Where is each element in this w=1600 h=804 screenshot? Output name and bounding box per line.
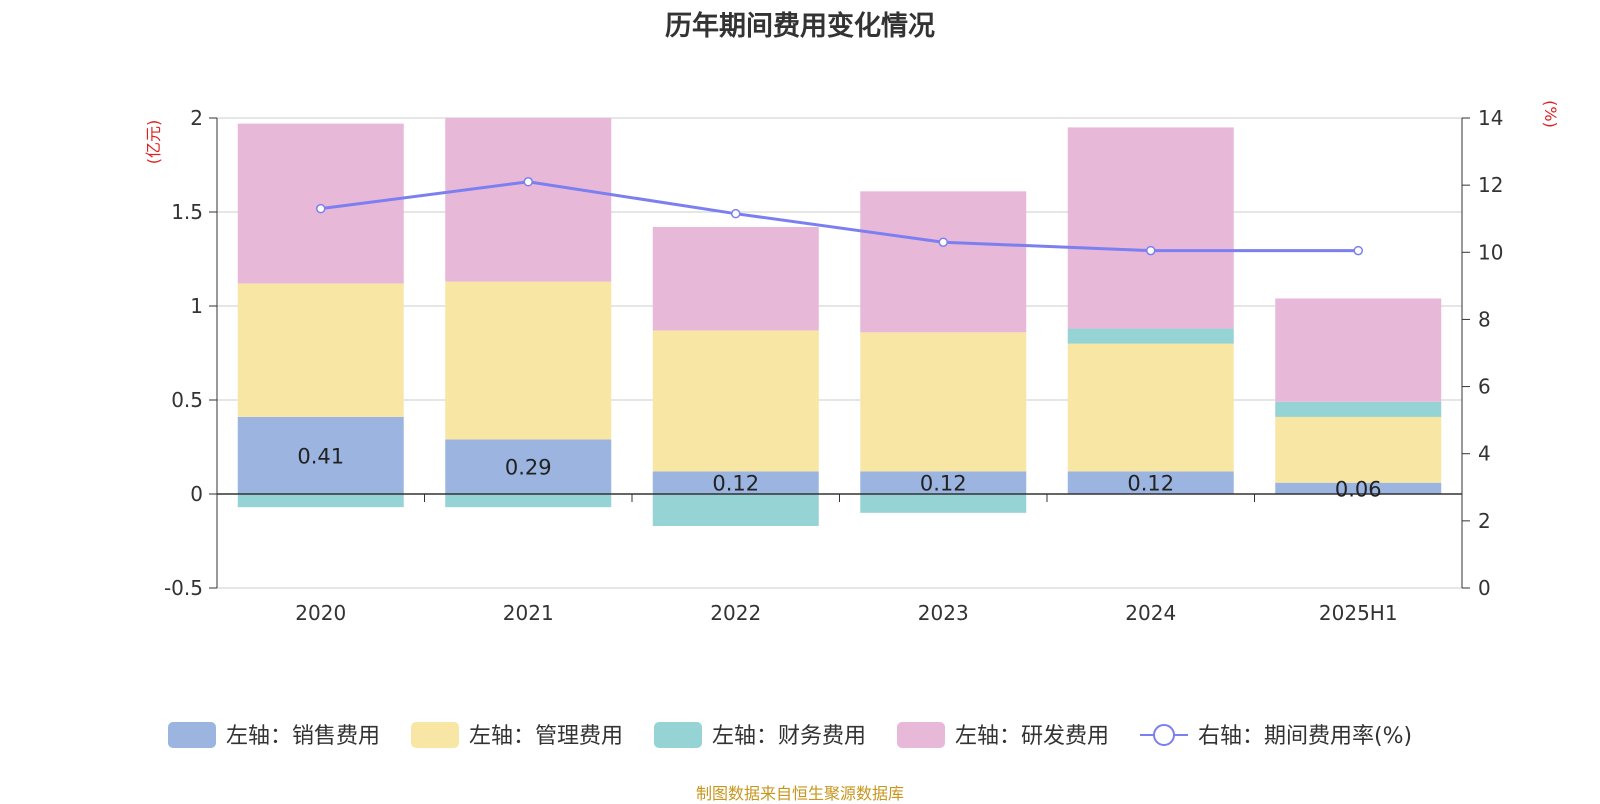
bar-2022-s1 — [652, 330, 819, 472]
rate-line — [320, 180, 1359, 253]
legend-item: 左轴：研发费用 — [897, 722, 1109, 749]
rate-point — [523, 177, 533, 187]
legend-label: 左轴：财务费用 — [712, 724, 866, 749]
bar-2021-s3 — [445, 118, 612, 282]
rate-point — [1353, 245, 1363, 256]
left-axis-tick-label: 2 — [190, 106, 203, 130]
grid-lines — [217, 117, 1462, 589]
left-axis-tick-label: 1 — [190, 294, 203, 318]
bar-2025H1-s0 — [1275, 482, 1442, 494]
bar-2023-s3 — [860, 191, 1027, 333]
bar-2024-s0 — [1067, 471, 1234, 494]
x-axis-tick-label: 2025H1 — [1319, 601, 1398, 625]
x-axis-tick-label: 2023 — [918, 601, 969, 625]
right-axis-unit: (%) — [1541, 100, 1560, 128]
legend-swatch — [411, 722, 459, 748]
bar-2025H1-s1 — [1275, 416, 1442, 483]
bar-data-label: 0.06 — [1335, 477, 1382, 501]
rate-point — [316, 203, 326, 214]
bar-2024-s2 — [1067, 328, 1234, 344]
left-axis-tick-label: 0.5 — [171, 388, 203, 412]
legend-swatch — [897, 722, 945, 748]
bar-2023-s0 — [860, 471, 1027, 494]
data-source-note: 制图数据来自恒生聚源数据库 — [695, 784, 904, 803]
legend-item: 左轴：财务费用 — [654, 722, 866, 749]
legend-swatch — [654, 722, 702, 748]
chart-title: 历年期间费用变化情况 — [665, 11, 935, 42]
left-axis-tick-label: 0 — [190, 482, 203, 506]
bar-data-label: 0.12 — [1127, 472, 1174, 496]
right-axis-tick-label: 12 — [1478, 173, 1503, 197]
bar-2024-s1 — [1067, 343, 1234, 472]
legend-marker — [1153, 724, 1175, 746]
bar-data-label: 0.41 — [297, 444, 344, 468]
right-axis-tick-label: 2 — [1478, 509, 1491, 533]
legend-label: 左轴：销售费用 — [226, 724, 380, 749]
bar-2020-s2 — [237, 494, 404, 508]
bar-2025H1-s3 — [1275, 298, 1442, 402]
right-axis-tick-label: 0 — [1478, 576, 1491, 600]
legend: 左轴：销售费用 左轴：管理费用 左轴：财务费用 左轴：研发费用 右轴：期间费用率(%) — [168, 722, 1412, 749]
right-axis-tick-label: 6 — [1478, 375, 1491, 399]
legend-item: 左轴：管理费用 — [411, 722, 623, 749]
legend-label: 左轴：研发费用 — [955, 724, 1109, 749]
legend-item: 左轴：销售费用 — [168, 722, 380, 749]
bar-2021-s1 — [445, 281, 612, 440]
bar-data-label: 0.29 — [505, 456, 552, 480]
right-axis-tick-label: 10 — [1478, 240, 1503, 264]
bar-2022-s2 — [652, 494, 819, 526]
x-axis-tick-label: 2020 — [295, 601, 346, 625]
rate-point — [1146, 245, 1156, 256]
bar-series — [237, 118, 1442, 526]
data-labels: 0.41 0.29 0.12 0.12 0.12 0.06 — [297, 444, 1381, 501]
bar-data-label: 0.12 — [920, 472, 967, 496]
bar-2023-s2 — [860, 494, 1027, 513]
bar-data-label: 0.12 — [712, 472, 759, 496]
left-axis-tick-label: -0.5 — [164, 576, 203, 600]
bar-2024-s3 — [1067, 127, 1234, 329]
bar-2023-s1 — [860, 332, 1027, 472]
legend-swatch — [168, 722, 216, 748]
left-axis-tick-label: 1.5 — [171, 200, 203, 224]
right-axis-tick-label: 8 — [1478, 307, 1491, 331]
legend-label: 左轴：管理费用 — [469, 724, 623, 749]
rate-point — [938, 237, 948, 247]
bar-2021-s2 — [445, 494, 612, 508]
bar-2020-s3 — [237, 123, 404, 284]
right-axis-tick-label: 14 — [1478, 106, 1503, 130]
legend-label: 右轴：期间费用率(%) — [1198, 724, 1412, 749]
x-axis-tick-label: 2024 — [1125, 601, 1176, 625]
rate-line-series — [316, 177, 1363, 256]
bar-2020-s0 — [237, 416, 404, 494]
legend-item: 右轴：期间费用率(%) — [1140, 724, 1412, 749]
bar-2022-s3 — [652, 227, 819, 331]
rate-point — [731, 208, 741, 219]
bar-2020-s1 — [237, 283, 404, 417]
right-axis-tick-label: 4 — [1478, 442, 1491, 466]
bar-2022-s0 — [652, 471, 819, 494]
x-axis-tick-label: 2021 — [503, 601, 554, 625]
bar-2021-s0 — [445, 439, 612, 494]
left-axis-unit: (亿元) — [144, 120, 163, 165]
bar-2025H1-s2 — [1275, 401, 1442, 417]
x-axis-tick-label: 2022 — [710, 601, 761, 625]
